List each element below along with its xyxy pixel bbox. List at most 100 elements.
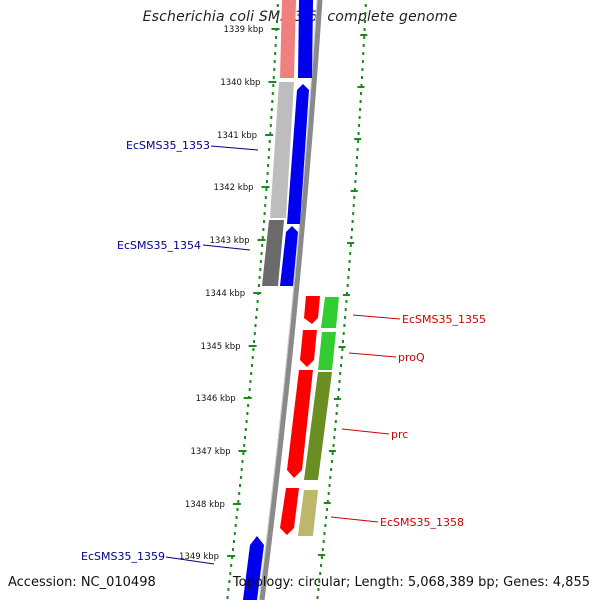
inner-dotted-ring-dot	[276, 20, 278, 23]
inner-dotted-ring-dot	[262, 228, 265, 231]
outer-ring-dash	[354, 138, 362, 140]
inner-dotted-ring-dot	[237, 500, 240, 503]
outer-dotted-ring-dot	[321, 548, 324, 551]
inner-dotted-ring-dot	[238, 492, 241, 495]
inner-dotted-ring-dot	[239, 484, 241, 487]
gene-feature-pale-red	[280, 0, 296, 78]
kbp-tick-mark	[271, 28, 280, 30]
outer-dotted-ring-dot	[352, 212, 355, 215]
outer-dotted-ring-dot	[350, 236, 353, 239]
inner-dotted-ring-dot	[266, 172, 269, 175]
inner-dotted-ring-dot	[227, 588, 230, 591]
outer-dotted-ring-dot	[344, 308, 347, 311]
inner-dotted-ring-dot	[231, 556, 234, 559]
outer-ring-dash	[350, 190, 358, 192]
outer-dotted-ring-dot	[357, 140, 360, 143]
kbp-tick-label: 1341 kbp	[217, 131, 257, 141]
kbp-tick-label: 1348 kbp	[185, 500, 225, 510]
gene-arrow-red-1	[304, 296, 320, 324]
inner-dotted-ring-dot	[249, 380, 252, 383]
inner-dotted-ring-dot	[245, 420, 248, 423]
inner-dotted-ring-dot	[266, 180, 268, 183]
outer-dotted-ring-dot	[340, 364, 342, 367]
outer-dotted-ring-dot	[322, 540, 325, 543]
outer-dotted-ring-dot	[361, 76, 363, 79]
gene-feature-gray-light	[270, 82, 294, 218]
outer-dotted-ring-dot	[362, 52, 365, 55]
outer-dotted-ring-dot	[337, 388, 340, 391]
outer-dotted-ring-dot	[331, 452, 334, 455]
inner-dotted-ring-dot	[233, 532, 236, 535]
kbp-tick-mark	[243, 397, 252, 399]
gene-label-ecsms35-1359: EcSMS35_1359	[81, 550, 165, 563]
kbp-tick-mark	[268, 81, 277, 83]
outer-dotted-ring-dot	[318, 580, 321, 583]
kbp-tick-label: 1345 kbp	[201, 342, 241, 352]
inner-dotted-ring-dot	[274, 44, 277, 47]
inner-dotted-ring-dot	[257, 284, 260, 287]
label-line-prc	[341, 428, 390, 435]
outer-dotted-ring-dot	[339, 372, 342, 375]
outer-dotted-ring-dot	[329, 476, 332, 479]
label-line-proq	[348, 352, 397, 358]
outer-dotted-ring-dot	[349, 244, 352, 247]
gene-label-proq: proQ	[398, 351, 425, 364]
outer-dotted-ring-dot	[359, 108, 362, 111]
outer-dotted-ring-dot	[342, 340, 344, 343]
kbp-tick-label: 1339 kbp	[223, 25, 263, 35]
accession-text: Accession: NC_010498	[8, 575, 156, 590]
inner-dotted-ring-dot	[232, 548, 234, 551]
inner-dotted-ring-dot	[263, 220, 265, 223]
inner-dotted-ring-dot	[268, 140, 271, 143]
inner-dotted-ring-dot	[264, 204, 267, 207]
inner-dotted-ring-dot	[259, 268, 262, 271]
inner-dotted-ring-dot	[264, 196, 267, 199]
inner-dotted-ring-dot	[247, 404, 250, 407]
inner-dotted-ring-dot	[258, 276, 261, 279]
outer-dotted-ring-dot	[334, 420, 337, 423]
outer-dotted-ring-dot	[334, 428, 337, 431]
kbp-tick-mark	[248, 345, 257, 347]
inner-dotted-ring-dot	[228, 580, 231, 583]
gene-arrow-blue-2	[287, 84, 309, 224]
kbp-tick-label: 1344 kbp	[205, 289, 245, 299]
inner-dotted-ring-dot	[229, 572, 232, 575]
inner-dotted-ring-dot	[255, 316, 258, 319]
outer-dotted-ring-dot	[326, 500, 329, 503]
kbp-tick-mark	[227, 555, 236, 557]
outer-dotted-ring-dot	[327, 492, 330, 495]
inner-dotted-ring-dot	[235, 516, 238, 519]
genome-summary-text: Topology: circular; Length: 5,068,389 bp…	[232, 575, 590, 590]
inner-dotted-ring-dot	[234, 524, 237, 527]
gene-label-prc: prc	[391, 428, 408, 441]
inner-dotted-ring-dot	[269, 132, 272, 135]
inner-dotted-ring-dot	[254, 324, 257, 327]
outer-dotted-ring-dot	[355, 164, 358, 167]
inner-dotted-ring-dot	[253, 340, 256, 343]
outer-dotted-ring-dot	[343, 324, 346, 327]
gene-label-ecsms35-1358: EcSMS35_1358	[380, 516, 464, 529]
gene-arrow-blue-3	[280, 226, 298, 286]
outer-dotted-ring-dot	[324, 524, 327, 527]
inner-dotted-ring-dot	[230, 564, 233, 567]
gene-arrow-red-4	[280, 488, 299, 535]
outer-dotted-ring-dot	[363, 28, 366, 31]
kbp-tick-mark	[257, 239, 266, 241]
outer-dotted-ring-dot	[347, 276, 350, 279]
outer-dotted-ring-dot	[360, 84, 363, 87]
gene-label-ecsms35-1355: EcSMS35_1355	[402, 313, 486, 326]
inner-dotted-ring-dot	[271, 92, 274, 95]
inner-dotted-ring-dot	[265, 188, 268, 191]
outer-dotted-ring-dot	[346, 284, 349, 287]
label-line-ecsms35-1354	[202, 244, 251, 251]
inner-dotted-ring-dot	[244, 436, 246, 439]
outer-dotted-ring-dot	[348, 260, 351, 263]
outer-dotted-ring-dot	[336, 404, 339, 407]
outer-ring-dash	[357, 86, 365, 88]
outer-ring-dash	[333, 398, 341, 400]
outer-dotted-ring-dot	[326, 508, 329, 511]
inner-dotted-ring-dot	[244, 428, 247, 431]
gene-arrow-red-2	[300, 330, 317, 367]
inner-dotted-ring-dot	[272, 84, 275, 87]
